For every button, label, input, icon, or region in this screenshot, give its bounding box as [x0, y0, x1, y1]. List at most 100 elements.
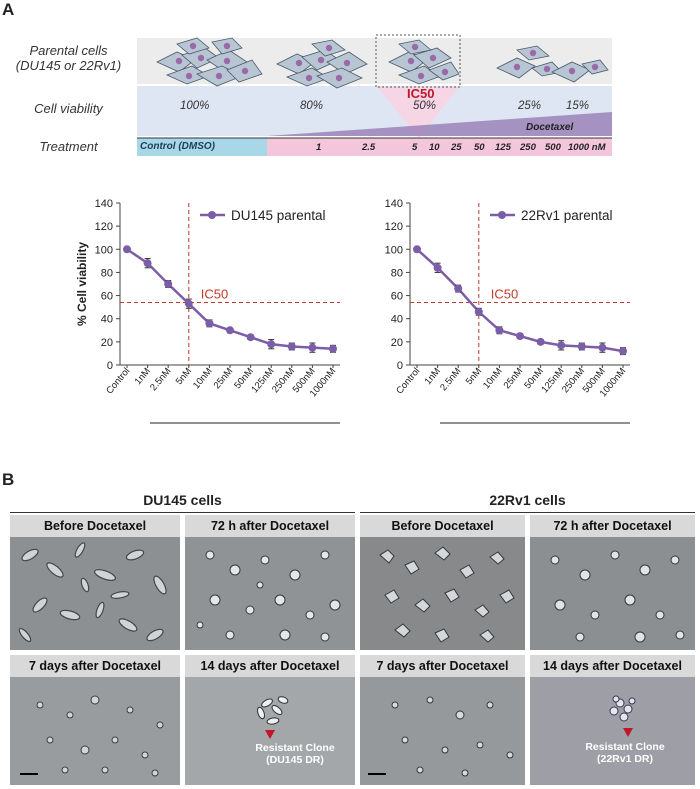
control-dmso-label: Control (DMSO)	[140, 141, 215, 152]
treatment-label: Treatment	[39, 139, 98, 154]
du145-section-title: DU145 cells	[143, 492, 222, 508]
22rv1-7d-image: 7 days after Docetaxel	[360, 655, 525, 785]
data-point	[308, 343, 317, 352]
du145-14d-image: 14 days after Docetaxel Resistant Clone …	[185, 655, 355, 785]
cell-cluster-100	[156, 37, 263, 87]
data-point	[433, 263, 442, 272]
viability-100: 100%	[180, 100, 210, 112]
du145-clone-label: Resistant Clone (DU145 DR)	[255, 742, 335, 766]
22rv1-14d-image: 14 days after Docetaxel Resistant Clone …	[530, 655, 695, 785]
cell-viability-label: Cell viability	[34, 101, 103, 116]
clone-arrowhead	[623, 728, 633, 737]
y-tick-label: 100	[385, 244, 403, 256]
ic50-chart-label: IC50	[201, 287, 228, 302]
treatment-bar	[267, 138, 612, 156]
ic50-chart-label: IC50	[491, 287, 518, 302]
clone-arrowhead	[265, 730, 275, 739]
du145-title-rule	[10, 512, 355, 513]
y-tick-label: 60	[391, 291, 403, 303]
y-tick-label: 120	[95, 221, 113, 233]
data-point	[226, 326, 234, 335]
data-point	[143, 259, 152, 268]
dose-50: 50	[474, 142, 485, 153]
data-point	[598, 343, 607, 352]
y-tick-label: 20	[391, 337, 403, 349]
legend-marker	[498, 211, 506, 219]
y-tick-label: 40	[391, 314, 403, 326]
du145-before-image: Before Docetaxel	[10, 515, 180, 650]
viability-15: 15%	[566, 100, 590, 112]
22rv1-clone-label: Resistant Clone (22Rv1 DR)	[585, 741, 665, 765]
du145-7d-cells	[20, 695, 164, 777]
docetaxel-wedge	[267, 112, 612, 136]
dose-5: 5	[412, 142, 418, 153]
data-point	[557, 341, 566, 350]
22rv1-72h-cells	[550, 550, 685, 643]
data-point	[164, 280, 173, 288]
dose-250: 250	[520, 142, 536, 153]
panel-a-letter: A	[2, 0, 15, 19]
docetaxel-wedge-label: Docetaxel	[526, 122, 574, 133]
schema-ic50-label: IC50	[407, 86, 435, 101]
du145-14d-cells	[257, 696, 289, 739]
du145-14d-label: 14 days after Docetaxel	[185, 655, 355, 677]
scale-bar	[20, 773, 38, 775]
dose-125: 125	[495, 142, 511, 153]
22rv1-before-label: Before Docetaxel	[360, 515, 525, 537]
22rv1-7d-label: 7 days after Docetaxel	[360, 655, 525, 677]
data-point	[267, 340, 276, 349]
ic50-cell-box	[375, 34, 461, 88]
y-tick-label: 140	[95, 198, 113, 210]
22rv1-before-image: Before Docetaxel	[360, 515, 525, 650]
dose-1000: 1000 nM	[568, 142, 606, 153]
22rv1-7d-cells	[368, 696, 514, 777]
22rv1-14d-label: 14 days after Docetaxel	[530, 655, 695, 677]
panel-b-letter: B	[2, 470, 15, 489]
dose-500: 500	[545, 142, 561, 153]
scale-bar	[368, 773, 386, 775]
schema-graphics	[137, 34, 612, 156]
viability-25: 25%	[518, 100, 542, 112]
viability-80: 80%	[300, 100, 324, 112]
dose-10: 10	[429, 142, 440, 153]
x-tick-label: 10nM	[481, 366, 505, 391]
du145-72h-label: 72 h after Docetaxel	[185, 515, 355, 537]
cell-cluster-25	[496, 45, 563, 79]
x-tick-label: 2.5nM	[148, 366, 173, 393]
y-tick-label: 100	[95, 244, 113, 256]
data-point	[619, 347, 627, 356]
22rv1-72h-image: 72 h after Docetaxel	[530, 515, 695, 650]
x-tick-label: 25nM	[212, 366, 236, 391]
cell-cluster-15	[551, 59, 609, 83]
dose-2-5: 2.5	[362, 142, 376, 153]
data-point	[516, 332, 524, 341]
data-point	[329, 344, 337, 353]
x-tick-label: 10nM	[191, 366, 215, 391]
du145-before-label: Before Docetaxel	[10, 515, 180, 537]
y-axis-label: % Cell viability	[75, 242, 89, 326]
viability-50: 50%	[413, 100, 437, 112]
22rv1-section-title: 22Rv1 cells	[489, 492, 566, 508]
control-bar	[137, 138, 267, 156]
du145-72h-cells	[196, 550, 341, 642]
dose-1: 1	[316, 142, 322, 153]
data-point	[474, 307, 483, 316]
data-point	[413, 245, 421, 254]
22rv1-title-rule	[360, 512, 695, 513]
parental-cells-label: Parental cells (DU145 or 22Rv1)	[15, 43, 122, 73]
22rv1-72h-label: 72 h after Docetaxel	[530, 515, 695, 537]
cell-cluster-80	[276, 39, 368, 89]
y-tick-label: 20	[101, 337, 113, 349]
y-tick-label: 40	[101, 314, 113, 326]
y-tick-label: 80	[101, 267, 113, 279]
cell-cluster-50	[388, 39, 460, 85]
data-point	[577, 342, 586, 351]
x-tick-label: 25nM	[502, 366, 526, 391]
legend-label: 22Rv1 parental	[521, 208, 613, 223]
data-point	[454, 284, 463, 293]
y-tick-label: 80	[391, 267, 403, 279]
du145-7d-label: 7 days after Docetaxel	[10, 655, 180, 677]
22rv1-14d-cells	[609, 695, 636, 737]
legend-marker	[208, 211, 216, 219]
